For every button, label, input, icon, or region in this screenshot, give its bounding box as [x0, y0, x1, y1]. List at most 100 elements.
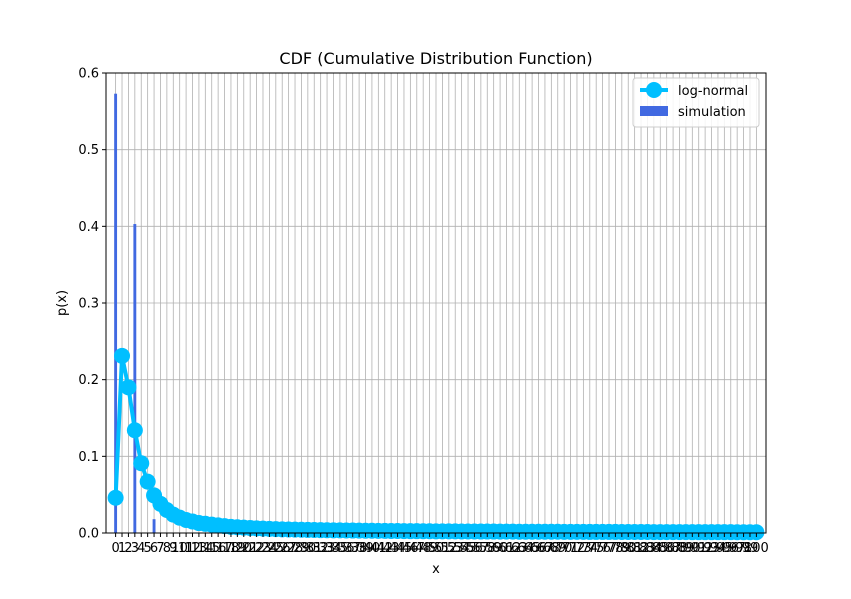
x-tick-label: 64 — [517, 541, 534, 556]
x-tick-label: 47 — [409, 541, 426, 556]
x-axis: 0123456789101112131415161718192021222324… — [111, 533, 769, 556]
legend-bar-swatch — [640, 106, 668, 116]
legend-label-log-normal: log-normal — [678, 84, 748, 99]
log-normal-point — [120, 379, 137, 396]
x-tick-label: 22 — [248, 541, 265, 556]
x-tick-label: 56 — [466, 541, 483, 556]
x-tick-label: 7 — [156, 541, 164, 556]
x-tick-label: 51 — [434, 541, 451, 556]
grid — [106, 72, 766, 534]
x-tick-label: 55 — [460, 541, 477, 556]
x-tick-label: 34 — [325, 541, 342, 556]
x-tick-label: 90 — [684, 541, 701, 556]
bars — [114, 93, 156, 534]
log-normal-point — [748, 524, 765, 541]
x-tick-label: 26 — [274, 541, 291, 556]
x-tick-label: 38 — [351, 541, 368, 556]
simulation-bar — [152, 519, 156, 533]
legend: log-normal simulation — [632, 77, 760, 128]
x-tick-label: 70 — [556, 541, 573, 556]
x-tick-label: 21 — [242, 541, 259, 556]
x-tick-label: 14 — [197, 541, 214, 556]
log-normal-point — [133, 455, 150, 472]
x-tick-label: 2 — [124, 541, 132, 556]
x-tick-label: 37 — [344, 541, 361, 556]
x-tick-label: 82 — [633, 541, 650, 556]
x-tick-label: 85 — [652, 541, 669, 556]
x-tick-label: 88 — [671, 541, 688, 556]
x-tick-label: 19 — [229, 541, 246, 556]
x-tick-label: 39 — [357, 541, 374, 556]
x-tick-label: 53 — [447, 541, 464, 556]
x-tick-label: 54 — [453, 541, 470, 556]
legend-label-simulation: simulation — [678, 105, 746, 120]
x-tick-label: 77 — [601, 541, 618, 556]
x-tick-label: 45 — [396, 541, 413, 556]
y-tick-label: 0.5 — [78, 143, 99, 158]
x-tick-label: 49 — [421, 541, 438, 556]
x-tick-label: 75 — [588, 541, 605, 556]
x-axis-label: x — [432, 562, 440, 577]
x-tick-label: 13 — [191, 541, 208, 556]
x-tick-label: 50 — [428, 541, 445, 556]
x-tick-label: 30 — [300, 541, 317, 556]
x-tick-label: 41 — [370, 541, 387, 556]
legend-marker-swatch — [646, 82, 662, 98]
y-tick-label: 0.0 — [78, 527, 99, 542]
y-tick-label: 0.2 — [78, 373, 99, 388]
x-tick-label: 62 — [505, 541, 522, 556]
x-tick-label: 23 — [255, 541, 272, 556]
y-tick-label: 0.6 — [78, 67, 99, 82]
log-normal-point — [107, 489, 124, 506]
x-tick-label: 4 — [137, 541, 145, 556]
y-axis-label: p(x) — [55, 290, 70, 316]
x-tick-label: 20 — [235, 541, 252, 556]
x-tick-label: 11 — [178, 541, 195, 556]
x-tick-label: 28 — [287, 541, 304, 556]
x-tick-label: 6 — [150, 541, 158, 556]
x-tick-label: 69 — [549, 541, 566, 556]
x-tick-label: 96 — [722, 541, 739, 556]
x-tick-label: 17 — [216, 541, 233, 556]
x-tick-label: 84 — [646, 541, 663, 556]
x-tick-label: 43 — [383, 541, 400, 556]
x-tick-label: 12 — [184, 541, 201, 556]
y-axis: 0.0 0.1 0.2 0.3 0.4 0.5 0.6 — [78, 67, 106, 542]
x-tick-label: 15 — [203, 541, 220, 556]
x-tick-label: 29 — [293, 541, 310, 556]
x-tick-label: 60 — [492, 541, 509, 556]
x-tick-label: 79 — [614, 541, 631, 556]
series-markers — [107, 347, 765, 541]
log-normal-point — [114, 347, 131, 364]
x-tick-label: 91 — [690, 541, 707, 556]
x-tick-label: 97 — [729, 541, 746, 556]
x-tick-label: 86 — [658, 541, 675, 556]
x-tick-label: 18 — [223, 541, 240, 556]
y-tick-label: 0.1 — [78, 450, 99, 465]
x-tick-label: 32 — [312, 541, 329, 556]
simulation-bar — [114, 93, 118, 533]
x-tick-label: 24 — [261, 541, 278, 556]
x-tick-label: 1 — [118, 541, 126, 556]
x-tick-label: 31 — [306, 541, 323, 556]
x-tick-label: 33 — [319, 541, 336, 556]
x-tick-label: 68 — [543, 541, 560, 556]
x-tick-label: 72 — [569, 541, 586, 556]
y-tick-label: 0.3 — [78, 297, 99, 312]
x-tick-label: 63 — [511, 541, 528, 556]
x-tick-label: 93 — [703, 541, 720, 556]
x-tick-label: 73 — [575, 541, 592, 556]
x-tick-label: 16 — [210, 541, 227, 556]
x-tick-label: 52 — [441, 541, 458, 556]
x-tick-label: 81 — [626, 541, 643, 556]
x-tick-label: 42 — [376, 541, 393, 556]
x-tick-label: 58 — [479, 541, 496, 556]
x-tick-label: 76 — [594, 541, 611, 556]
x-tick-label: 25 — [268, 541, 285, 556]
x-tick-label: 83 — [639, 541, 656, 556]
log-normal-point — [139, 473, 156, 490]
x-tick-label: 92 — [697, 541, 714, 556]
x-tick-label: 0 — [111, 541, 119, 556]
x-tick-label: 35 — [332, 541, 349, 556]
